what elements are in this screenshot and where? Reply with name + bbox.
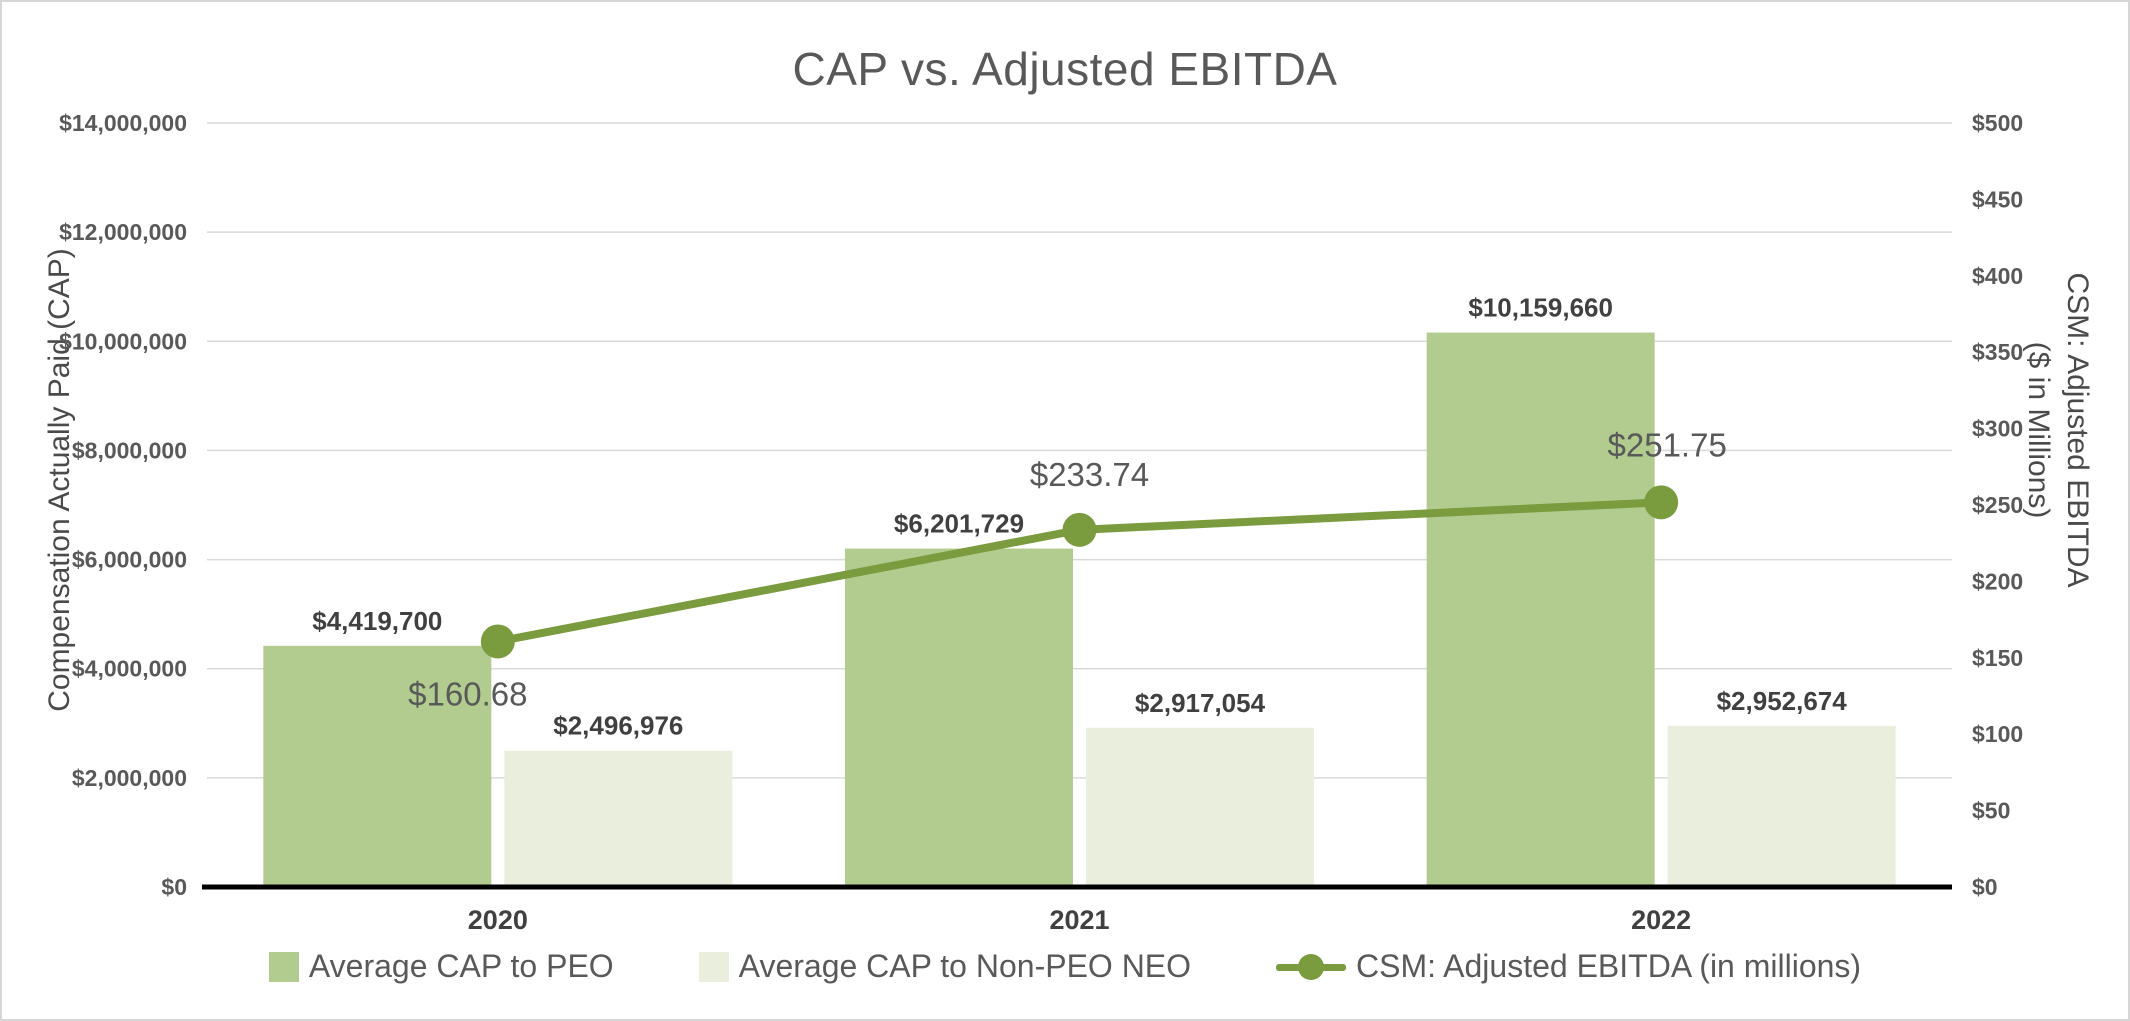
ebitda-marker [1062,512,1097,547]
right-axis-tick-label: $200 [1972,568,2023,594]
legend-item-ebitda: CSM: Adjusted EBITDA (in millions) [1276,948,1861,985]
bar-non-peo-2022 [1667,725,1896,887]
right-axis-tick-label: $400 [1972,263,2023,289]
legend-swatch-peo [268,951,299,982]
legend-line-marker-icon [1276,952,1347,982]
bar-value-label: $2,496,976 [553,711,683,741]
right-axis-tick-label: $250 [1972,492,2023,518]
ebitda-marker [1644,485,1679,520]
right-axis-tick-label: $150 [1972,645,2023,671]
left-axis-tick-label: $14,000,000 [59,110,187,136]
category-label: 2022 [1631,905,1691,935]
left-axis-tick-label: $0 [161,874,187,900]
legend-label-non-peo: Average CAP to Non-PEO NEO [738,948,1192,984]
bar-value-label: $10,159,660 [1468,293,1613,323]
legend-item-cap-non-peo: Average CAP to Non-PEO NEO [698,948,1192,985]
left-axis-tick-label: $6,000,000 [72,547,187,573]
bar-non-peo-2021 [1086,727,1314,887]
category-label: 2021 [1049,905,1109,935]
bar-value-label: $4,419,700 [312,606,442,636]
legend-item-cap-peo: Average CAP to PEO [268,948,614,985]
left-axis-tick-label: $8,000,000 [72,437,187,463]
bar-non-peo-2020 [504,750,733,887]
left-axis-tick-label: $2,000,000 [72,765,187,791]
bar-peo-2020 [263,645,492,887]
ebitda-value-label: $233.74 [1030,456,1149,493]
bar-peo-2021 [845,548,1073,887]
right-axis-tick-label: $0 [1972,874,1998,900]
legend: Average CAP to PEO Average CAP to Non-PE… [2,948,2128,985]
right-axis-tick-label: $350 [1972,339,2023,365]
bar-value-label: $2,952,674 [1717,686,1848,716]
right-axis-tick-label: $300 [1972,416,2023,442]
ebitda-marker [480,624,515,659]
legend-label-ebitda: CSM: Adjusted EBITDA (in millions) [1356,948,1862,984]
ebitda-value-label: $251.75 [1608,426,1727,463]
category-label: 2020 [468,905,528,935]
left-axis-tick-label: $12,000,000 [59,219,187,245]
right-axis-tick-label: $100 [1972,721,2023,747]
bar-peo-2022 [1426,332,1655,887]
bar-value-label: $2,917,054 [1135,688,1266,718]
right-axis-tick-label: $450 [1972,186,2023,212]
chart-title: CAP vs. Adjusted EBITDA [792,43,1338,95]
right-axis-tick-label: $50 [1972,798,2010,824]
ebitda-value-label: $160.68 [408,675,527,712]
bar-value-label: $6,201,729 [894,509,1024,539]
left-axis-tick-label: $10,000,000 [59,328,187,354]
right-axis-tick-label: $500 [1972,110,2023,136]
left-axis-tick-label: $4,000,000 [72,656,187,682]
legend-label-peo: Average CAP to PEO [308,948,614,984]
legend-swatch-non-peo [698,951,729,982]
